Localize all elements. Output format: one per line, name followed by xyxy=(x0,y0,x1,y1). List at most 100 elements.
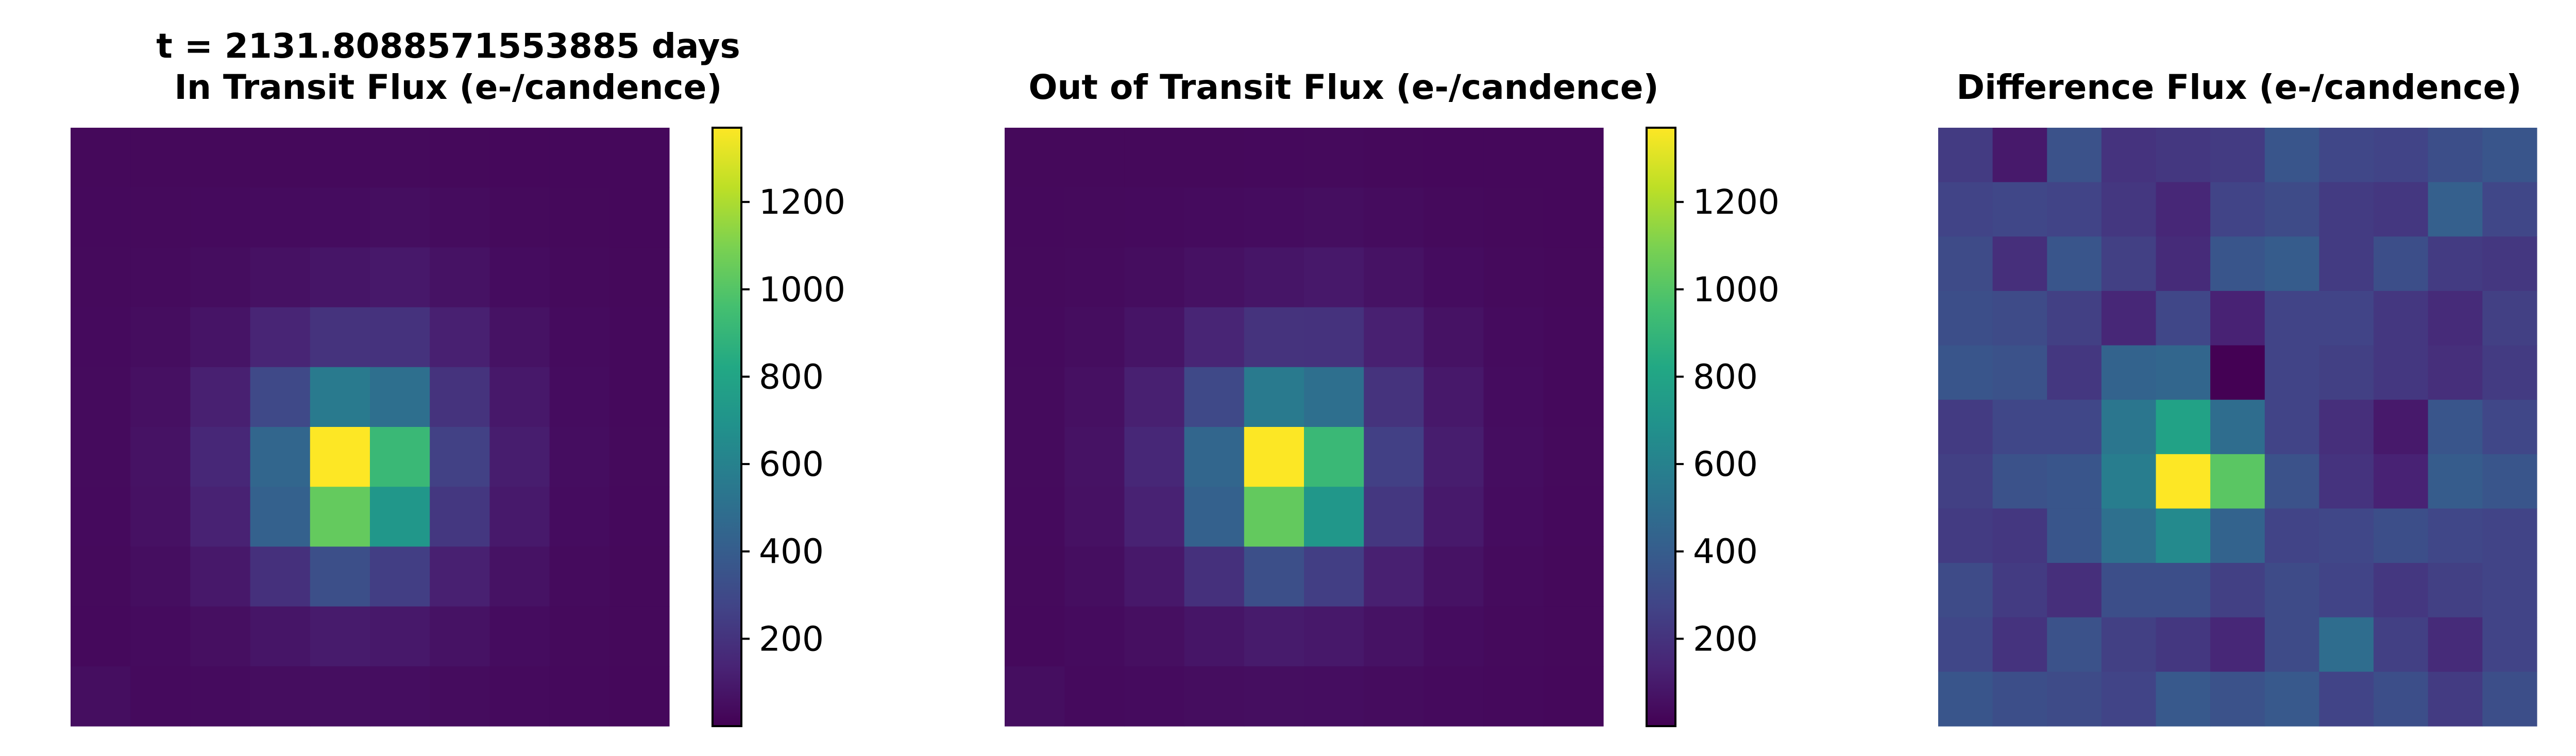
heatmap-cell xyxy=(2482,454,2537,509)
heatmap-cell xyxy=(1005,606,1065,667)
heatmap-cell xyxy=(1483,427,1544,487)
heatmap-cell xyxy=(1364,487,1424,547)
heatmap-cell xyxy=(2482,617,2537,672)
heatmap-cell xyxy=(1423,367,1484,427)
heatmap-cell xyxy=(250,427,311,487)
heatmap-cell xyxy=(2210,345,2265,400)
heatmap-cell xyxy=(1938,345,1993,400)
heatmap-cell xyxy=(250,487,311,547)
heatmap-cell xyxy=(1064,367,1125,427)
heatmap-cell xyxy=(1005,666,1065,727)
heatmap-cell xyxy=(2101,454,2157,509)
heatmap-cell xyxy=(130,666,191,727)
heatmap-cell xyxy=(1938,182,1993,237)
heatmap-cell xyxy=(71,606,131,667)
heatmap-cell xyxy=(2428,563,2483,618)
heatmap-cell xyxy=(1543,367,1604,427)
heatmap-cell xyxy=(549,666,610,727)
heatmap-cell xyxy=(2101,508,2157,563)
heatmap-cell xyxy=(2047,617,2102,672)
heatmap-cell xyxy=(1124,487,1185,547)
heatmap-cell xyxy=(2482,128,2537,183)
heatmap-cell xyxy=(1423,546,1484,607)
heatmap-cell xyxy=(1992,617,2047,672)
heatmap-cell xyxy=(2482,563,2537,618)
heatmap-cell xyxy=(190,247,251,308)
heatmap-cell xyxy=(2156,454,2211,509)
out-of-transit-heatmap-svg: 200 400 600 800 1000 1200 xyxy=(1005,127,1780,727)
heatmap-cell xyxy=(2210,454,2265,509)
in-transit-colorbar-frame xyxy=(711,127,742,727)
heatmap-cell xyxy=(1064,247,1125,308)
heatmap-cell xyxy=(71,367,131,427)
heatmap-cell xyxy=(1423,606,1484,667)
heatmap-cell xyxy=(2374,508,2429,563)
heatmap-cell xyxy=(1244,427,1304,487)
heatmap-cell xyxy=(310,487,370,547)
heatmap-cell xyxy=(2482,400,2537,455)
in-transit-cells xyxy=(71,128,670,727)
heatmap-cell xyxy=(2319,290,2374,346)
difference-heatmap-svg: 0123 xyxy=(1938,128,2537,727)
heatmap-cell xyxy=(250,187,311,248)
heatmap-cell xyxy=(370,666,430,727)
heatmap-cell xyxy=(430,546,490,607)
heatmap-cell xyxy=(190,606,251,667)
heatmap-cell xyxy=(1423,307,1484,368)
heatmap-cell xyxy=(190,367,251,427)
heatmap-cell xyxy=(2264,400,2320,455)
heatmap-cell xyxy=(1184,247,1245,308)
heatmap-cell xyxy=(489,307,550,368)
heatmap-cell xyxy=(609,546,670,607)
heatmap-cell xyxy=(190,487,251,547)
heatmap-cell xyxy=(1244,247,1304,308)
heatmap-cell xyxy=(609,187,670,248)
heatmap-cell xyxy=(430,666,490,727)
colorbar-tick-label: 1200 xyxy=(759,182,845,222)
heatmap-cell xyxy=(2374,345,2429,400)
colorbar-tick-label: 400 xyxy=(1693,532,1758,572)
in-transit-colorbar xyxy=(713,128,741,726)
heatmap-cell xyxy=(1483,546,1544,607)
heatmap-cell xyxy=(1938,563,1993,618)
heatmap-cell xyxy=(310,546,370,607)
heatmap-cell xyxy=(71,546,131,607)
heatmap-cell xyxy=(1244,187,1304,248)
heatmap-cell xyxy=(370,427,430,487)
heatmap-cell xyxy=(549,546,610,607)
in-transit-title-line-1: t = 2131.8088571553885 days xyxy=(156,26,740,66)
colorbar-tick-label: 800 xyxy=(759,357,824,397)
heatmap-cell xyxy=(1992,563,2047,618)
heatmap-cell xyxy=(250,367,311,427)
heatmap-cell xyxy=(549,487,610,547)
heatmap-cell xyxy=(549,187,610,248)
heatmap-cell xyxy=(1124,307,1185,368)
heatmap-cell xyxy=(609,427,670,487)
heatmap-cell xyxy=(1483,367,1544,427)
colorbar-tick-label: 1000 xyxy=(1693,270,1780,310)
heatmap-cell xyxy=(1184,606,1245,667)
heatmap-cell xyxy=(1304,307,1364,368)
heatmap-cell xyxy=(1364,666,1424,727)
heatmap-cell xyxy=(1543,606,1604,667)
heatmap-cell xyxy=(2101,400,2157,455)
heatmap-cell xyxy=(2319,454,2374,509)
heatmap-cell xyxy=(1304,487,1364,547)
heatmap-cell xyxy=(1992,182,2047,237)
heatmap-cell xyxy=(549,427,610,487)
out-of-transit-colorbar xyxy=(1647,128,1675,726)
heatmap-cell xyxy=(1992,290,2047,346)
out-of-transit-title: Out of Transit Flux (e-/candence) xyxy=(895,67,1792,108)
heatmap-cell xyxy=(1483,666,1544,727)
difference-cells xyxy=(1938,128,2537,727)
heatmap-cell xyxy=(1244,606,1304,667)
heatmap-cell xyxy=(549,307,610,368)
heatmap-cell xyxy=(190,427,251,487)
heatmap-cell xyxy=(430,307,490,368)
heatmap-cell xyxy=(1124,666,1185,727)
heatmap-cell xyxy=(1184,487,1245,547)
heatmap-cell xyxy=(1005,187,1065,248)
heatmap-cell xyxy=(130,247,191,308)
heatmap-cell xyxy=(1364,367,1424,427)
heatmap-cell xyxy=(250,606,311,667)
